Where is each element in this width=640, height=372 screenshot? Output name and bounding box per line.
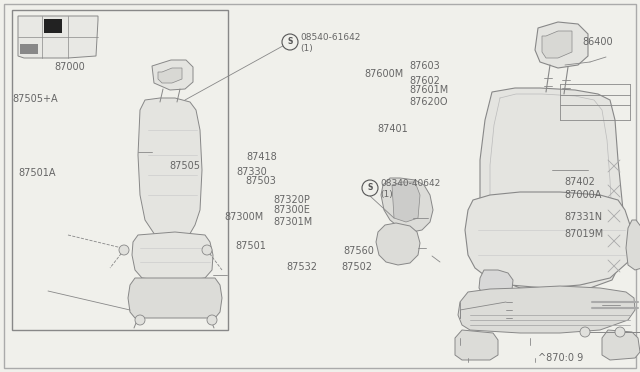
Bar [12,10,228,330]
Polygon shape [138,98,202,240]
Polygon shape [376,223,420,265]
Text: 87505: 87505 [170,161,200,171]
Text: 87502: 87502 [341,262,372,272]
Text: 87320P: 87320P [273,195,310,205]
Text: ^870:0 9: ^870:0 9 [538,353,583,363]
Circle shape [135,315,145,325]
Text: 87601M: 87601M [410,85,449,95]
Polygon shape [158,68,182,83]
Text: 87330: 87330 [237,167,268,177]
Text: (1): (1) [380,190,393,199]
Text: S: S [367,183,372,192]
Text: 87300E: 87300E [273,205,310,215]
Text: 87602: 87602 [410,76,440,86]
Text: 87603: 87603 [410,61,440,71]
Polygon shape [542,31,572,58]
Polygon shape [479,270,513,298]
Polygon shape [465,192,632,288]
Text: 87300M: 87300M [224,212,263,221]
Text: 87402: 87402 [564,177,595,186]
Circle shape [207,315,217,325]
Text: 87620O: 87620O [410,97,448,107]
Text: 87418: 87418 [246,152,277,162]
Text: 87505+A: 87505+A [13,94,58,103]
Text: 87019M: 87019M [564,229,604,238]
Text: 87000: 87000 [54,62,85,72]
Text: 87000A: 87000A [564,190,602,200]
Polygon shape [392,182,420,222]
Polygon shape [132,232,213,282]
Circle shape [362,180,378,196]
Polygon shape [626,220,640,270]
Polygon shape [381,178,433,232]
Circle shape [615,327,625,337]
Polygon shape [128,278,222,318]
Circle shape [202,245,212,255]
Text: 87560: 87560 [344,246,374,256]
Circle shape [119,245,129,255]
Text: 87301M: 87301M [273,217,312,227]
Polygon shape [18,16,98,58]
Polygon shape [480,88,625,292]
Text: 87503: 87503 [245,176,276,186]
Text: 08540-61642: 08540-61642 [300,33,360,42]
Polygon shape [455,330,498,360]
Text: 87501: 87501 [236,241,266,251]
Text: 87401: 87401 [378,125,408,134]
Polygon shape [602,330,640,360]
Polygon shape [152,60,193,90]
Text: S: S [287,38,292,46]
Text: 87532: 87532 [287,262,317,272]
Polygon shape [535,22,588,68]
Bar [20,44,38,54]
Text: 87501A: 87501A [18,168,56,177]
Circle shape [282,34,298,50]
Text: 86400: 86400 [582,37,613,47]
Circle shape [580,327,590,337]
Text: 08340-40642: 08340-40642 [380,180,440,189]
Bar [44,19,62,33]
Polygon shape [458,286,635,333]
Text: 87331N: 87331N [564,212,603,221]
Text: (1): (1) [300,45,313,54]
Text: 87600M: 87600M [365,70,404,79]
